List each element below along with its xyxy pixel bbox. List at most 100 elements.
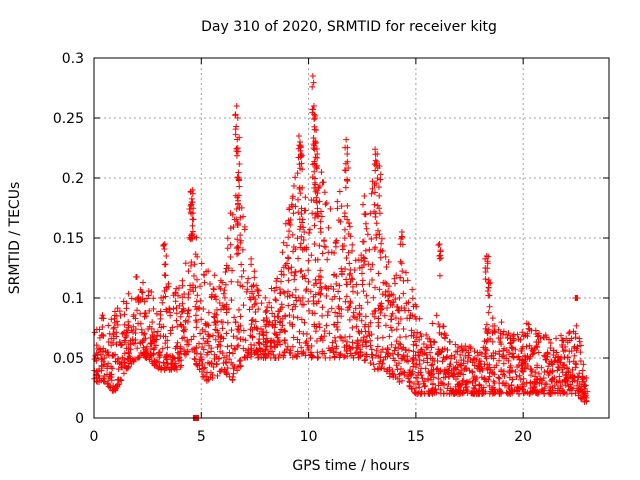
data-point — [216, 300, 223, 307]
data-point — [286, 312, 293, 319]
data-point — [318, 208, 325, 215]
data-point — [376, 360, 383, 367]
data-point — [201, 272, 208, 279]
data-point-peak — [482, 255, 489, 262]
data-point — [395, 345, 402, 352]
data-point — [308, 342, 315, 349]
data-point-peak — [295, 209, 302, 216]
data-point — [528, 345, 535, 352]
data-point — [379, 247, 386, 254]
data-point — [262, 346, 269, 353]
data-point — [247, 326, 254, 333]
y-tick-label: 0.15 — [53, 231, 84, 247]
data-point — [135, 294, 142, 301]
data-point — [498, 341, 505, 348]
data-point — [566, 348, 573, 355]
data-point — [264, 303, 271, 310]
data-point — [309, 210, 316, 217]
data-point — [132, 326, 139, 333]
data-point — [279, 322, 286, 329]
data-point — [194, 276, 201, 283]
data-point-peak — [161, 271, 168, 278]
data-point — [240, 267, 247, 274]
data-point-peak — [234, 115, 241, 121]
data-point — [263, 315, 270, 322]
data-point — [581, 381, 588, 388]
data-point — [514, 388, 521, 395]
data-point — [248, 317, 255, 324]
data-point — [205, 309, 212, 316]
data-point — [324, 312, 331, 319]
data-point — [167, 352, 174, 359]
data-point — [235, 306, 242, 313]
data-point — [131, 356, 138, 363]
data-point — [405, 358, 412, 365]
data-point — [570, 385, 577, 392]
data-point — [227, 225, 234, 232]
data-point — [570, 373, 577, 380]
data-point — [173, 366, 180, 373]
data-point — [506, 368, 513, 375]
data-point — [118, 377, 125, 384]
data-point — [553, 349, 560, 356]
data-point — [273, 278, 280, 285]
data-point — [478, 358, 485, 365]
data-point — [252, 318, 259, 325]
data-point — [177, 313, 184, 320]
data-point — [391, 357, 398, 364]
data-point-peak — [313, 198, 320, 205]
data-point — [489, 315, 496, 322]
data-point — [120, 370, 127, 377]
data-point — [300, 348, 307, 355]
data-point — [387, 352, 394, 359]
data-point — [186, 313, 193, 320]
data-point — [364, 231, 371, 238]
data-point — [402, 269, 409, 276]
data-point — [569, 366, 576, 373]
data-point — [559, 366, 566, 373]
data-point — [560, 362, 567, 369]
data-point — [324, 256, 331, 263]
data-point — [180, 327, 187, 334]
data-point — [532, 389, 539, 396]
x-tick-label: 0 — [90, 429, 99, 445]
data-point — [498, 390, 505, 397]
data-point-peak — [436, 241, 443, 247]
data-point — [274, 313, 281, 320]
data-point — [358, 270, 365, 277]
data-point — [356, 302, 363, 309]
data-point — [435, 375, 442, 382]
data-point — [282, 220, 289, 227]
data-point — [273, 332, 280, 339]
data-point — [373, 220, 380, 227]
data-point-peak — [188, 259, 195, 266]
data-point — [358, 317, 365, 324]
data-point — [207, 280, 214, 287]
data-point — [405, 375, 412, 382]
data-point — [473, 356, 480, 363]
data-point — [413, 361, 420, 368]
data-point — [321, 333, 328, 340]
data-point — [141, 310, 148, 317]
data-point-peak — [233, 216, 240, 223]
data-point — [416, 384, 423, 391]
data-point — [342, 298, 349, 305]
data-point — [492, 329, 499, 336]
data-point — [318, 333, 325, 340]
data-point — [311, 241, 318, 248]
data-point — [542, 381, 549, 388]
data-point — [129, 336, 136, 343]
data-point — [158, 294, 165, 301]
data-point — [321, 243, 328, 250]
data-point — [428, 362, 435, 369]
data-point — [402, 346, 409, 353]
data-point — [500, 368, 507, 375]
data-point — [367, 342, 374, 349]
data-point-peak — [297, 139, 303, 145]
data-point — [534, 333, 541, 340]
data-point — [289, 291, 296, 298]
data-point — [209, 375, 216, 382]
data-point — [519, 329, 526, 336]
data-point — [418, 365, 425, 372]
data-point — [239, 283, 246, 290]
